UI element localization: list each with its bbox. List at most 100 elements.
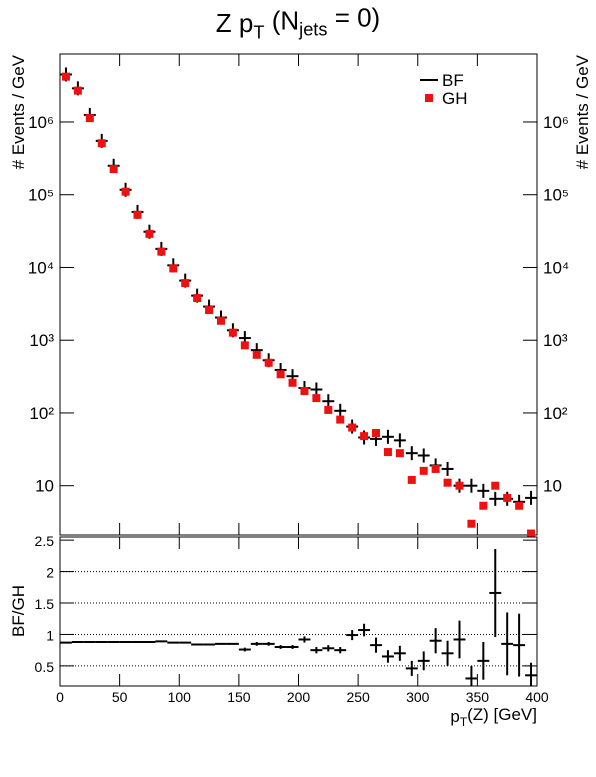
error-point [393, 645, 406, 661]
y-tick-label: 1 [46, 627, 54, 643]
legend-label: GH [442, 89, 468, 108]
error-point [489, 548, 502, 637]
data-point [360, 432, 369, 441]
error-point [513, 613, 526, 677]
error-point [465, 665, 478, 686]
text-part: = 0) [327, 3, 380, 33]
data-point [228, 328, 237, 337]
error-point [250, 641, 263, 646]
error-point [405, 660, 418, 676]
y-tick-label: 1.5 [35, 596, 55, 612]
error-point [203, 643, 216, 646]
y-tick-label-right: 10 [543, 477, 562, 496]
error-point [71, 640, 84, 643]
error-point [191, 643, 204, 646]
x-tick-label: 100 [168, 689, 192, 705]
data-point [157, 247, 166, 256]
data-point [515, 501, 524, 510]
error-point [143, 640, 156, 643]
data-point [455, 481, 464, 490]
data-point [372, 429, 381, 438]
error-point [322, 645, 335, 652]
data-point [443, 478, 452, 487]
error-point [167, 641, 180, 644]
error-point [215, 642, 227, 645]
text-part: p [450, 707, 459, 726]
data-point [216, 316, 225, 325]
data-point [465, 478, 478, 493]
error-point [310, 647, 323, 654]
data-point [312, 394, 321, 403]
chart-title: Z pT (Njets = 0) [216, 3, 380, 43]
data-point [479, 501, 488, 510]
error-point [131, 640, 144, 643]
error-point [274, 645, 287, 649]
ratio-y-label: BF/GH [9, 585, 28, 637]
data-point [431, 464, 440, 473]
data-point [169, 264, 178, 273]
x-tick-label: 400 [525, 689, 549, 705]
error-point [107, 640, 120, 643]
error-point [370, 637, 382, 653]
error-point [525, 662, 537, 686]
data-point [381, 429, 394, 444]
data-point [407, 475, 416, 484]
error-point [358, 623, 371, 637]
data-point [383, 448, 392, 457]
y-tick-label: 10² [29, 404, 54, 423]
data-point [97, 139, 106, 148]
y-tick-label: 2 [46, 565, 54, 581]
subscript: T [253, 22, 264, 42]
error-point [286, 645, 299, 649]
y-tick-label: 10⁴ [28, 258, 54, 277]
error-point [155, 640, 168, 643]
x-axis-label: pT(Z) [GeV] [450, 705, 537, 729]
text-part: Z p [216, 8, 254, 38]
error-point [179, 641, 192, 644]
data-point [205, 306, 214, 315]
data-point [288, 378, 297, 387]
data-point [477, 483, 490, 498]
error-point [417, 651, 430, 671]
data-point [264, 358, 273, 367]
data-point [193, 294, 202, 303]
data-point [276, 370, 285, 379]
data-point [489, 491, 502, 506]
data-point [527, 529, 536, 538]
data-point [61, 72, 70, 81]
data-point [145, 229, 154, 238]
error-point [298, 636, 311, 643]
subscript: T [460, 715, 467, 729]
error-point [238, 647, 251, 652]
data-point [417, 448, 430, 463]
x-tick-label: 250 [346, 689, 370, 705]
data-point [73, 86, 82, 95]
data-point [334, 403, 347, 418]
data-point [348, 423, 357, 432]
y-tick-label: 0.5 [35, 659, 55, 675]
error-point [381, 650, 394, 663]
y-tick-label: 10⁵ [28, 186, 54, 205]
y-tick-label: 10⁶ [28, 113, 54, 132]
data-point [491, 481, 500, 490]
y-tick-label: 2.5 [35, 533, 55, 549]
error-point [429, 628, 442, 654]
text-part: (Z) [GeV] [467, 705, 537, 724]
error-point [83, 640, 96, 643]
data-point [240, 341, 249, 350]
data-point [252, 350, 261, 359]
y-tick-label-right: 10⁵ [543, 186, 569, 205]
y-axis-label-right: # Events / GeV [573, 54, 592, 169]
x-tick-label: 150 [227, 689, 251, 705]
x-tick-label: 0 [56, 689, 64, 705]
data-point [393, 433, 406, 448]
error-point [346, 630, 359, 641]
data-point [525, 490, 537, 505]
x-tick-label: 350 [466, 689, 490, 705]
text-part: (N [264, 5, 299, 35]
data-point [121, 187, 130, 196]
y-tick-label-right: 10⁴ [543, 258, 569, 277]
data-point [405, 446, 418, 461]
